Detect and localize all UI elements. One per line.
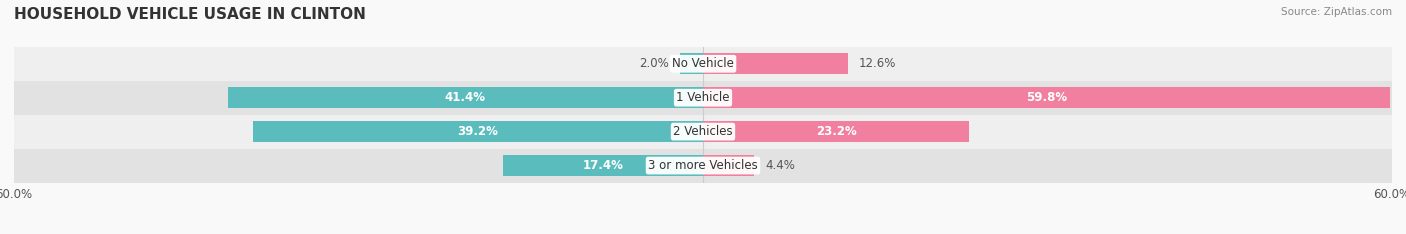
Text: Source: ZipAtlas.com: Source: ZipAtlas.com [1281, 7, 1392, 17]
Text: 59.8%: 59.8% [1026, 91, 1067, 104]
Bar [14, 115, 1392, 149]
Bar [14, 149, 1392, 183]
Bar [503, 155, 703, 176]
Bar [14, 81, 1392, 115]
Text: No Vehicle: No Vehicle [672, 57, 734, 70]
Text: 1 Vehicle: 1 Vehicle [676, 91, 730, 104]
Bar [703, 155, 754, 176]
Bar [703, 121, 969, 142]
Text: 12.6%: 12.6% [859, 57, 897, 70]
Text: 2.0%: 2.0% [638, 57, 669, 70]
Bar [703, 53, 848, 74]
Text: 17.4%: 17.4% [582, 159, 623, 172]
Text: 3 or more Vehicles: 3 or more Vehicles [648, 159, 758, 172]
Legend: Owner-occupied, Renter-occupied: Owner-occupied, Renter-occupied [575, 229, 831, 234]
Text: 39.2%: 39.2% [457, 125, 498, 138]
Text: HOUSEHOLD VEHICLE USAGE IN CLINTON: HOUSEHOLD VEHICLE USAGE IN CLINTON [14, 7, 366, 22]
Bar [681, 53, 703, 74]
Text: 4.4%: 4.4% [765, 159, 794, 172]
Text: 23.2%: 23.2% [815, 125, 856, 138]
Bar [14, 47, 1392, 81]
Bar [703, 87, 1389, 108]
Text: 2 Vehicles: 2 Vehicles [673, 125, 733, 138]
Text: 41.4%: 41.4% [444, 91, 486, 104]
Bar [228, 87, 703, 108]
Bar [253, 121, 703, 142]
